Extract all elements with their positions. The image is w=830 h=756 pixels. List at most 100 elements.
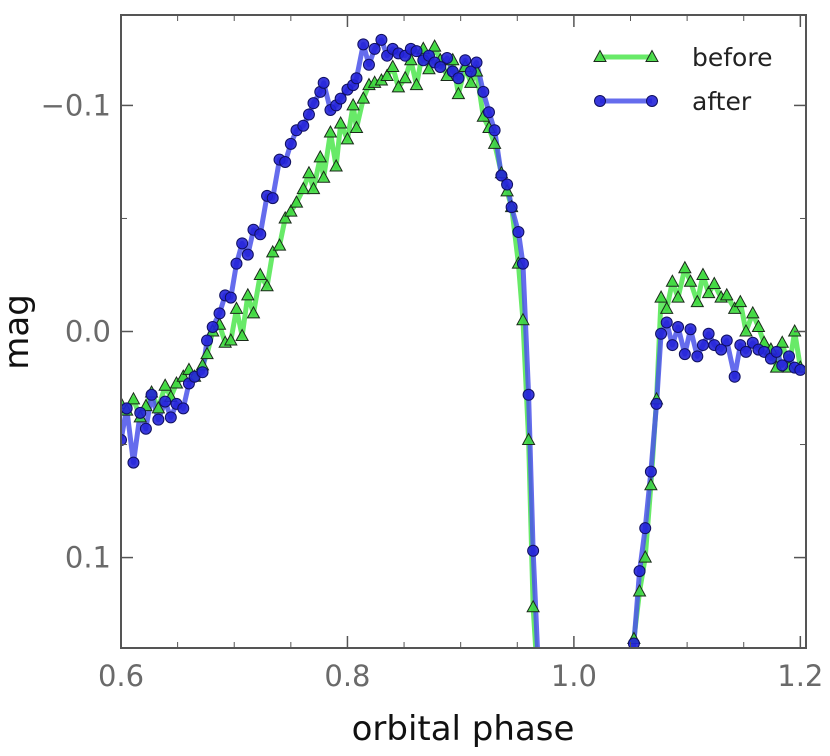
marker [696,267,710,280]
marker [177,402,190,415]
marker [307,97,320,110]
marker [266,192,279,205]
marker [655,327,668,340]
marker [410,45,423,58]
marker [346,97,360,111]
plot-area [121,33,806,648]
marker [357,38,370,51]
marker [246,305,261,319]
marker [254,228,267,241]
marker [253,267,268,280]
y-tick-label: 0.1 [65,541,111,575]
marker [633,565,646,578]
marker [368,42,381,55]
axes: 0.6 0.8 1.0 1.2 −0.1 0.0 0.1 [41,15,823,693]
marker [627,637,640,648]
marker [646,95,658,107]
marker [451,86,466,100]
marker [501,178,514,191]
marker [427,39,442,52]
marker [678,260,692,274]
marker [159,395,172,408]
marker [594,95,606,107]
x-tick-label: 0.8 [324,659,370,693]
marker [775,335,790,348]
marker [639,522,652,535]
marker [206,320,219,333]
x-tick-label: 1.0 [551,659,597,693]
marker [488,124,501,137]
marker [745,305,760,319]
legend: before after [593,43,772,116]
marker [441,51,454,64]
marker [121,434,127,447]
marker [751,319,766,332]
marker [665,274,680,287]
marker [134,406,147,419]
marker [306,181,321,195]
marker [152,413,165,426]
marker [783,350,796,363]
x-tick-label: 1.2 [777,659,823,693]
marker [139,422,152,435]
marker [302,165,316,179]
marker [794,363,806,376]
marker [739,345,752,358]
marker [127,456,140,469]
marker [516,312,530,326]
marker [279,155,292,168]
marker [272,238,287,251]
marker [409,77,424,91]
marker [672,320,685,333]
y-tick-label: −0.1 [41,88,111,122]
marker [422,61,436,75]
marker [666,339,679,352]
marker [213,307,226,320]
marker [340,131,355,145]
marker [323,125,338,138]
marker [329,158,343,172]
marker [521,432,536,446]
marker [385,59,400,72]
marker [223,332,238,346]
marker [715,343,728,356]
x-axis-label: orbital phase [352,709,575,749]
marker [240,287,255,301]
marker [459,54,472,67]
marker [728,370,741,383]
y-tick-label: 0.0 [65,315,111,349]
marker [278,210,293,224]
frame [120,14,807,649]
marker [644,477,658,491]
marker [260,278,274,292]
marker [683,274,698,287]
marker [690,294,705,308]
marker [659,301,674,314]
marker [151,400,166,414]
marker [522,388,535,401]
marker [297,119,310,132]
marker [470,56,483,69]
marker [333,115,348,129]
marker [241,248,254,261]
marker [121,402,133,415]
marker [527,544,540,557]
marker [495,169,508,182]
marker [230,257,243,270]
marker [645,49,659,62]
marker [283,204,298,217]
marker [296,181,311,195]
marker [644,465,657,478]
marker [707,276,722,290]
marker [464,75,478,88]
marker [719,287,734,301]
marker [334,92,347,105]
marker [720,334,733,347]
legend-label: before [692,43,772,72]
marker [526,599,540,613]
legend-label: after [692,87,752,116]
marker [391,79,406,93]
marker [317,76,330,89]
marker [701,285,716,299]
